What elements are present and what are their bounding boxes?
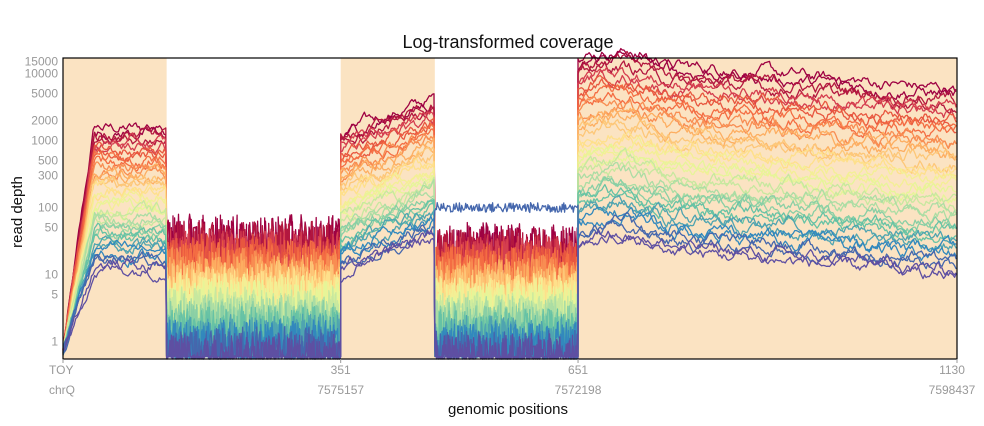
y-tick-label: 15000 (25, 55, 59, 69)
x-tick-label: TOY (49, 363, 73, 377)
series-line-22 (62, 147, 957, 358)
y-tick-label: 1 (51, 335, 58, 349)
chart-title: Log-transformed coverage (402, 32, 613, 52)
x-tick-label: 1130 (939, 363, 965, 377)
series-line-34 (62, 201, 957, 360)
y-tick-label: 10 (45, 268, 59, 282)
plot-frame (62, 57, 958, 360)
y-tick-label: 5 (51, 288, 58, 302)
y-tick-label: 10000 (25, 66, 59, 80)
x-axis-ticks: TOY chrQ 351 7575157 651 7572198 1130 7598437 (49, 359, 976, 397)
x-tick-label: 351 (331, 363, 351, 377)
x-tick-sublabel: 7598437 (929, 383, 976, 397)
y-tick-label: 1000 (31, 133, 58, 147)
y-axis-label: read depth (9, 176, 26, 248)
x-tick-label: 651 (568, 363, 588, 377)
y-tick-label: 500 (38, 154, 58, 168)
y-tick-label: 100 (38, 201, 58, 215)
y-tick-label: 2000 (31, 113, 58, 127)
y-tick-label: 300 (38, 169, 58, 183)
x-tick-sublabel: 7575157 (317, 383, 364, 397)
x-axis-label: genomic positions (448, 401, 568, 418)
series-lines (62, 47, 957, 360)
x-tick-sublabel: 7572198 (555, 383, 602, 397)
x-tick-sublabel: chrQ (49, 383, 75, 397)
y-tick-label: 50 (45, 221, 59, 235)
y-tick-label: 5000 (31, 87, 58, 101)
